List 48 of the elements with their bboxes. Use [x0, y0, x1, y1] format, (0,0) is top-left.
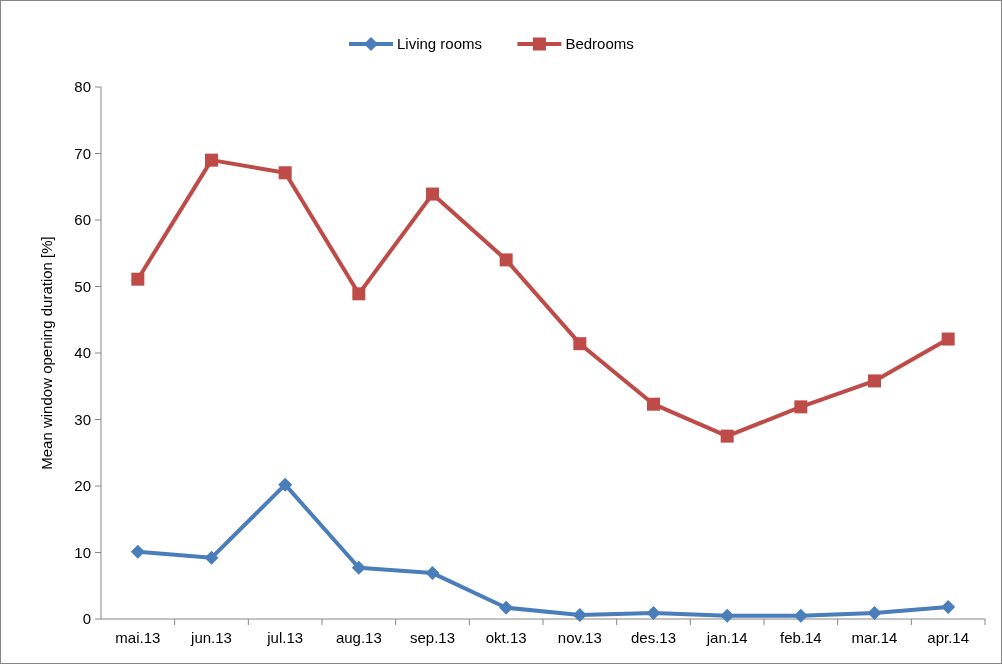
y-tick-label: 10	[74, 543, 91, 561]
point	[573, 337, 587, 351]
x-tick-label: nov.13	[557, 629, 602, 646]
legend-label: Bedrooms	[565, 35, 634, 52]
x-tick-label: sep.13	[409, 629, 456, 646]
x-tick-label: okt.13	[485, 629, 527, 646]
point	[646, 606, 661, 621]
point	[868, 374, 881, 388]
y-tick-label: 80	[74, 78, 91, 95]
point	[572, 608, 587, 623]
x-tick-label: des.13	[630, 629, 677, 646]
point	[205, 153, 218, 167]
x-tick-label: aug.13	[335, 629, 382, 646]
point	[425, 566, 440, 581]
point	[278, 477, 293, 492]
point	[720, 608, 735, 623]
y-tick-label: 40	[74, 344, 91, 361]
point	[351, 560, 366, 575]
x-tick-label: mai.13	[115, 629, 161, 646]
point	[499, 600, 514, 615]
y-tick-label: 70	[74, 144, 91, 162]
point	[130, 544, 145, 559]
point	[131, 272, 145, 286]
y-tick-label: 30	[74, 410, 91, 428]
x-tick-label: apr.14	[927, 629, 970, 646]
x-tick-label: jan.14	[705, 629, 748, 646]
point	[941, 332, 955, 346]
point	[352, 287, 366, 301]
y-tick-label: 20	[74, 477, 91, 494]
point	[794, 400, 808, 414]
point	[426, 187, 439, 201]
y-tick-label: 60	[74, 211, 91, 228]
point	[720, 429, 734, 443]
point	[867, 606, 882, 621]
point	[204, 550, 219, 565]
point	[941, 600, 956, 615]
y-tick-label: 0	[82, 610, 91, 627]
point	[793, 608, 808, 623]
x-tick-label: mar.14	[851, 629, 898, 646]
x-tick-label: feb.14	[779, 629, 822, 646]
y-tick-label: 50	[74, 277, 91, 295]
x-tick-label: jun.13	[190, 629, 232, 646]
point	[647, 397, 660, 411]
x-tick-label: jul.13	[266, 629, 304, 646]
legend-label: Living rooms	[397, 35, 483, 52]
y-axis-title: Mean window opening duration [%]	[38, 236, 55, 470]
point	[278, 166, 292, 180]
point	[499, 253, 513, 267]
